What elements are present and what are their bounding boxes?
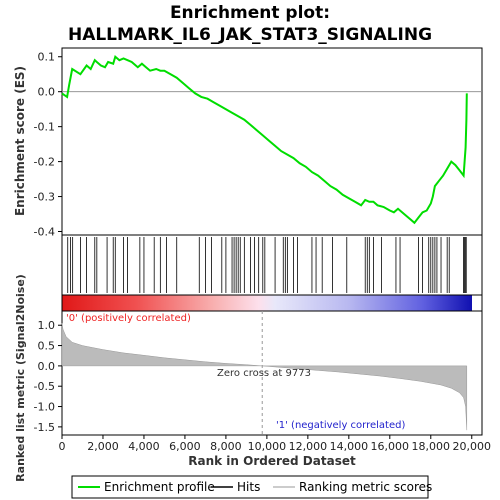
hits-panel [61, 234, 483, 296]
negative-correlation-label: '1' (negatively correlated) [276, 420, 405, 431]
metric-xtick-label: 14,000 [330, 440, 369, 453]
metric-xtick-label: 0 [59, 440, 66, 453]
positive-correlation-label: '0' (positively correlated) [66, 313, 191, 324]
hit-lines [67, 237, 467, 293]
metric-ytick-label: 0.0 [38, 360, 56, 373]
metric-xtick-label: 2,000 [87, 440, 119, 453]
legend-label-hits: Hits [237, 480, 260, 494]
es-ytick-label: 0.0 [38, 86, 56, 99]
metric-plot-frame [61, 310, 483, 436]
ranked-metric-panel: 1.0 0.5 0.0 -0.5 -1.0 -1.5 0 2,000 4,000 6,000 8,… [14, 274, 491, 482]
es-y-axis-label: Enrichment score (ES) [13, 66, 27, 216]
legend-label-enrichment: Enrichment profile [104, 480, 215, 494]
metric-xtick-label: 16,000 [371, 440, 410, 453]
metric-ytick-label: -1.0 [34, 401, 55, 414]
metric-xtick-label: 20,000 [453, 440, 492, 453]
es-y-ticks: 0.1 0.0 -0.1 -0.2 -0.3 -0.4 [34, 51, 62, 239]
metric-y-axis-label: Ranked list metric (Signal2Noise) [14, 274, 27, 482]
rank-color-bar [61, 294, 483, 312]
metric-ytick-label: -1.5 [34, 421, 55, 434]
metric-area [61, 323, 468, 431]
es-ytick-label: -0.3 [34, 191, 55, 204]
es-ytick-label: -0.1 [34, 121, 55, 134]
title-line-2: HALLMARK_IL6_JAK_STAT3_SIGNALING [68, 25, 432, 45]
es-profile-line [61, 54, 468, 225]
metric-x-ticks: 0 2,000 4,000 6,000 8,000 10,000 12,000 14,000 1… [59, 435, 492, 453]
zero-cross-label: Zero cross at 9773 [217, 368, 311, 379]
metric-ytick-label: 0.5 [38, 340, 56, 353]
es-ytick-label: 0.1 [38, 51, 56, 64]
es-ytick-label: -0.2 [34, 156, 55, 169]
metric-ytick-label: 1.0 [38, 319, 56, 332]
metric-xtick-label: 12,000 [289, 440, 328, 453]
metric-xtick-label: 8,000 [210, 440, 242, 453]
metric-xtick-label: 4,000 [128, 440, 160, 453]
legend-box [71, 475, 429, 499]
hits-frame [61, 234, 483, 296]
enrichment-plot-panel: 0.1 0.0 -0.1 -0.2 -0.3 -0.4 Enrichment score … [13, 47, 483, 239]
metric-xtick-label: 10,000 [248, 440, 287, 453]
es-ytick-label: -0.4 [34, 226, 55, 239]
es-plot-frame [61, 47, 483, 236]
title-line-1: Enrichment plot: [170, 3, 330, 23]
legend: Enrichment profile Hits Ranking metric s… [71, 475, 432, 499]
color-gradient [62, 295, 472, 311]
metric-xtick-label: 6,000 [169, 440, 201, 453]
metric-xtick-label: 18,000 [412, 440, 451, 453]
legend-label-metric: Ranking metric scores [299, 480, 432, 494]
metric-x-axis-label: Rank in Ordered Dataset [188, 454, 356, 468]
metric-y-ticks: 1.0 0.5 0.0 -0.5 -1.0 -1.5 [34, 319, 62, 434]
metric-ytick-label: -0.5 [34, 380, 55, 393]
